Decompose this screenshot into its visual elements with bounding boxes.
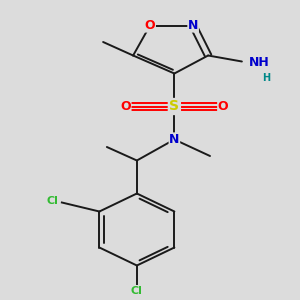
- Text: Cl: Cl: [131, 286, 143, 296]
- Text: Cl: Cl: [46, 196, 58, 206]
- Text: O: O: [145, 19, 155, 32]
- Text: O: O: [218, 100, 228, 113]
- Text: O: O: [120, 100, 131, 113]
- Text: N: N: [169, 133, 180, 146]
- Text: N: N: [188, 19, 198, 32]
- Text: H: H: [262, 73, 271, 83]
- Text: S: S: [169, 100, 179, 113]
- Text: NH: NH: [249, 56, 270, 70]
